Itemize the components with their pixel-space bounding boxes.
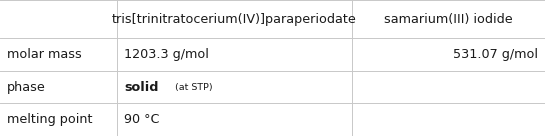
Text: melting point: melting point bbox=[7, 113, 93, 126]
Text: 531.07 g/mol: 531.07 g/mol bbox=[453, 48, 538, 61]
Text: molar mass: molar mass bbox=[7, 48, 82, 61]
Text: 1203.3 g/mol: 1203.3 g/mol bbox=[124, 48, 209, 61]
Text: phase: phase bbox=[7, 81, 46, 94]
Text: tris[trinitratocerium(IV)]paraperiodate: tris[trinitratocerium(IV)]paraperiodate bbox=[112, 13, 357, 26]
Text: solid: solid bbox=[124, 81, 159, 94]
Text: 90 °C: 90 °C bbox=[124, 113, 160, 126]
Text: samarium(III) iodide: samarium(III) iodide bbox=[384, 13, 513, 26]
Text: (at STP): (at STP) bbox=[172, 83, 213, 92]
